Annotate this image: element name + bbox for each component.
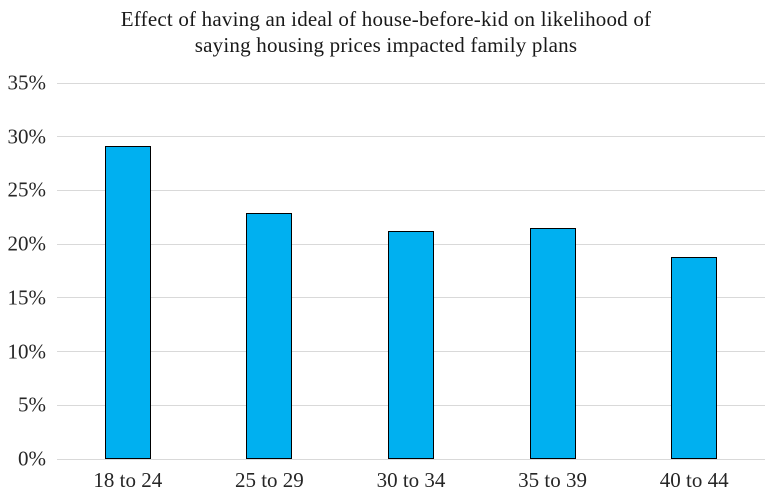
y-tick-label: 0% (18, 446, 46, 471)
chart-title-line-1: Effect of having an ideal of house-befor… (120, 7, 652, 31)
x-tick-label: 30 to 34 (376, 468, 446, 492)
y-tick-label: 10% (7, 339, 47, 364)
y-axis-labels: 0% 5% 10% 15% 20% 25% 30% 35% (0, 71, 47, 471)
bar-35-to-39 (529, 228, 576, 459)
x-tick-label: 18 to 24 (93, 468, 163, 492)
gridline (57, 136, 765, 138)
y-tick-label: 30% (7, 124, 47, 149)
chart-title: Effect of having an ideal of house-befor… (0, 6, 772, 58)
bar-30-to-34 (388, 231, 434, 459)
bar-25-to-29 (246, 213, 293, 459)
x-tick-label: 25 to 29 (234, 468, 304, 492)
gridline (57, 458, 765, 460)
y-tick-label: 35% (7, 70, 47, 95)
x-tick-label: 40 to 44 (659, 468, 729, 492)
bar-18-to-24 (104, 146, 151, 459)
y-tick-label: 15% (7, 285, 47, 310)
bar-40-to-44 (671, 257, 718, 459)
gridline (57, 82, 765, 84)
y-tick-label: 25% (7, 177, 47, 202)
gridline (57, 189, 765, 191)
y-tick-label: 5% (18, 392, 46, 417)
x-tick-label: 35 to 39 (518, 468, 588, 492)
plot-area (57, 82, 765, 460)
chart-title-line-2: saying housing prices impacted family pl… (194, 33, 578, 57)
x-axis-labels: 18 to 24 25 to 29 30 to 34 35 to 39 40 to 44 (57, 468, 765, 496)
y-tick-label: 20% (7, 231, 47, 256)
